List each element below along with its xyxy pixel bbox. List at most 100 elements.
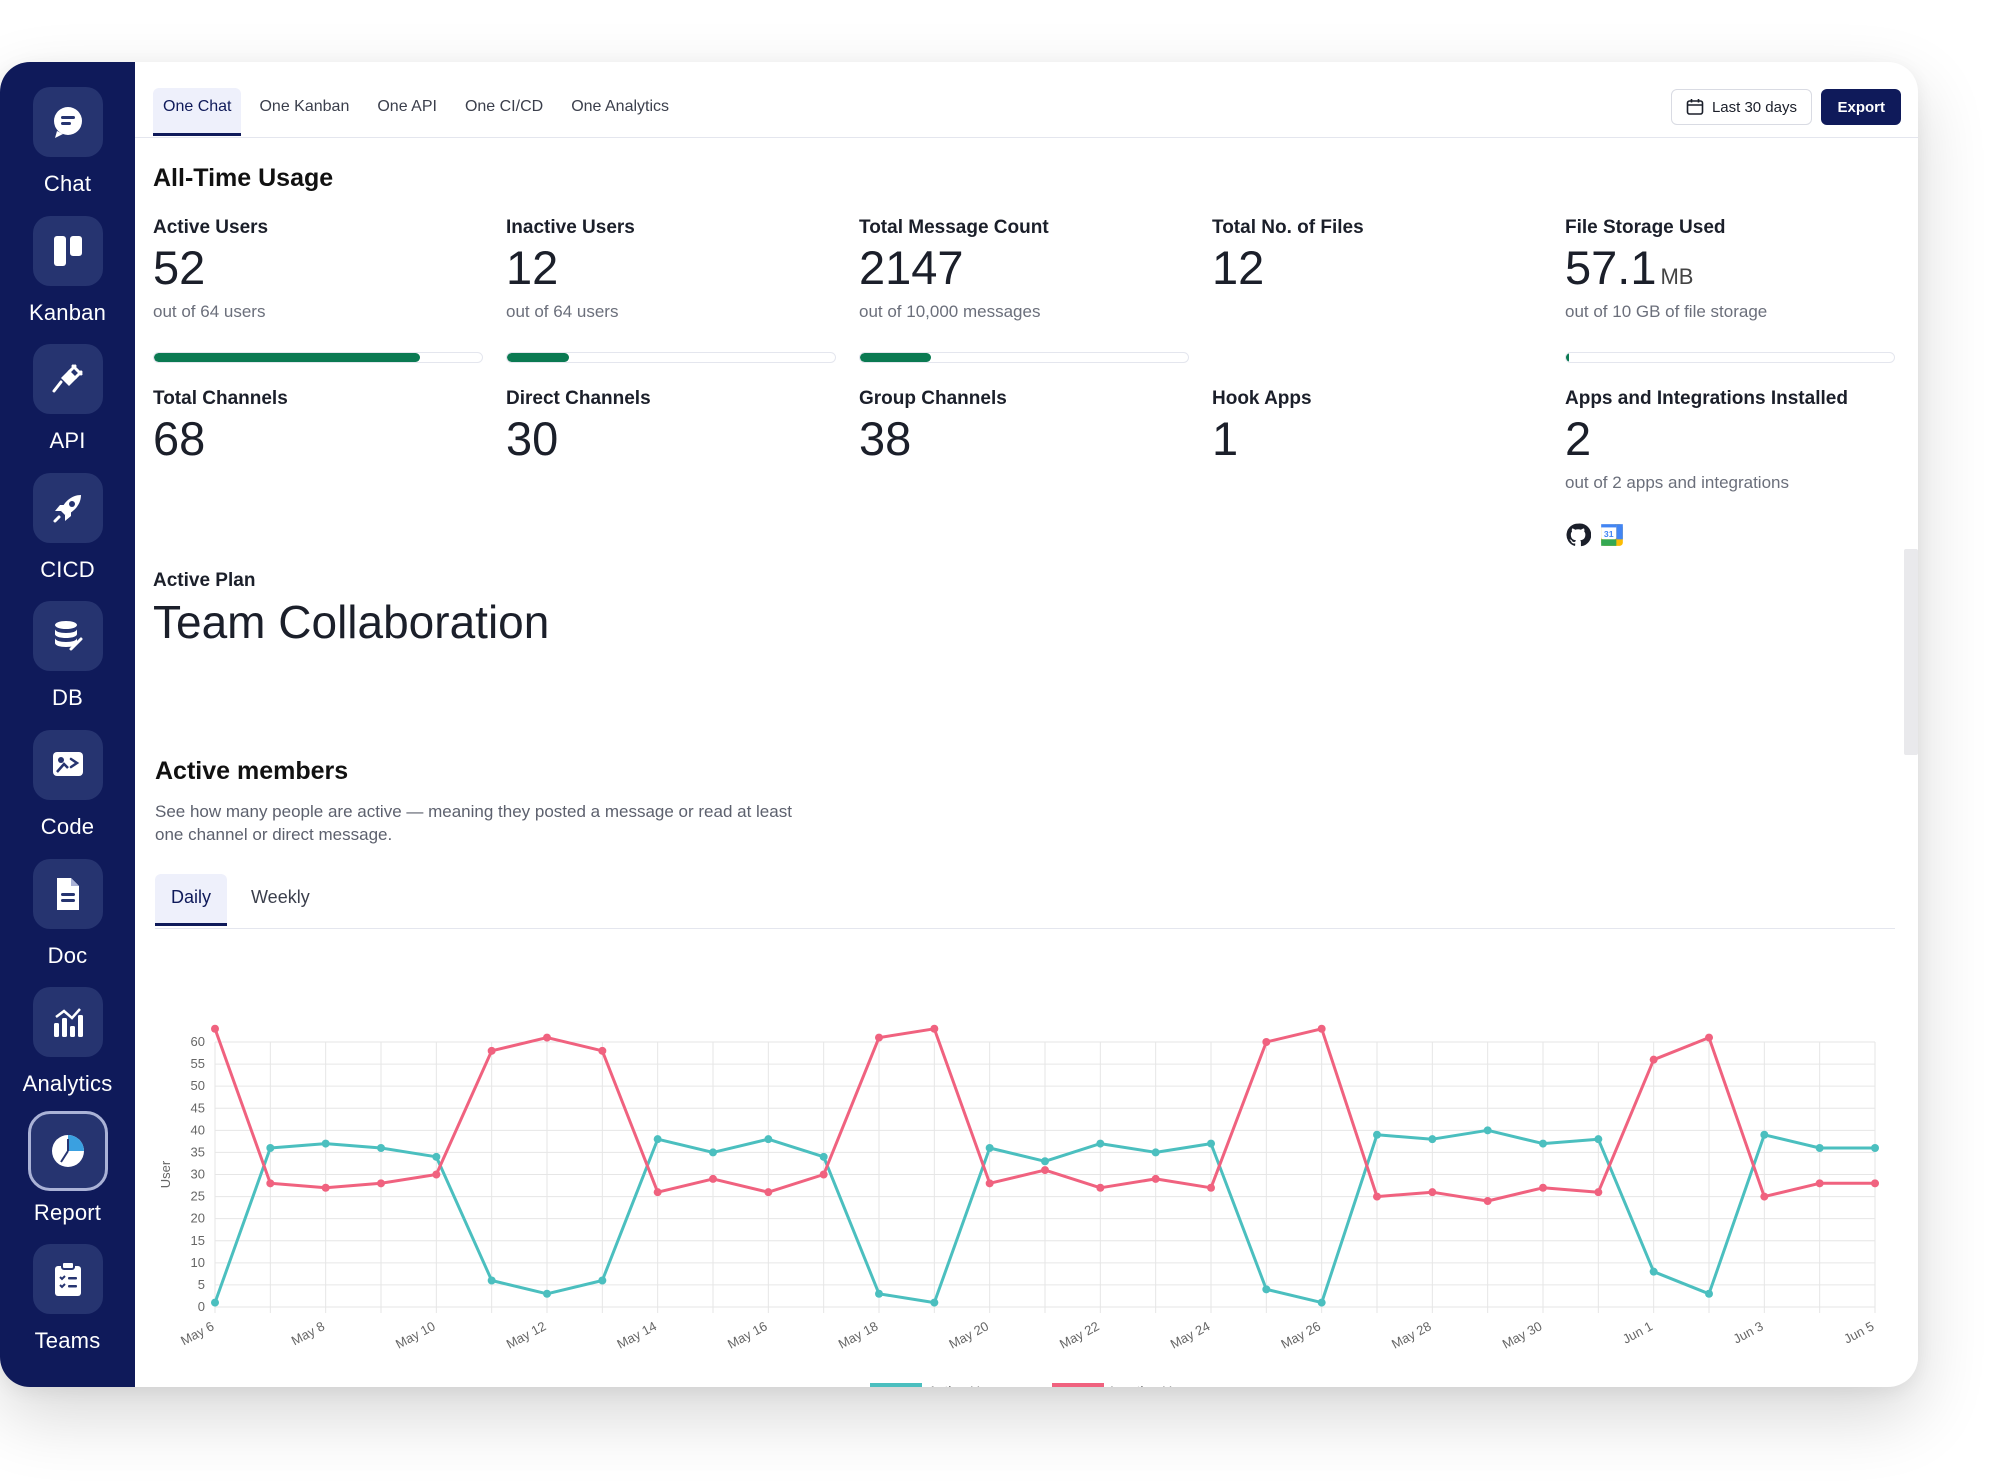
data-point: [1428, 1188, 1437, 1197]
y-axis-label: User: [158, 1160, 173, 1188]
sidebar-item-doc[interactable]: Doc: [0, 858, 135, 988]
y-tick-label: 50: [191, 1078, 205, 1093]
y-tick-label: 20: [191, 1211, 205, 1226]
x-tick-label: May 22: [1057, 1318, 1102, 1351]
stat-direct-channels: Direct Channels 30: [506, 388, 836, 463]
scrollbar-thumb[interactable]: [1904, 549, 1918, 755]
stat-value: 12: [506, 241, 559, 294]
sidebar-item-label: DB: [52, 685, 83, 711]
stat-value: 57.1: [1565, 241, 1657, 294]
stat-group-channels: Group Channels 38: [859, 388, 1189, 463]
data-point: [819, 1152, 828, 1161]
x-tick-label: May 10: [393, 1318, 438, 1351]
sidebar-item-api[interactable]: API: [0, 344, 135, 473]
x-tick-label: Jun 3: [1731, 1318, 1766, 1346]
tab-one-api[interactable]: One API: [377, 98, 437, 115]
chat-icon: [32, 87, 103, 157]
data-point: [1649, 1267, 1658, 1276]
x-tick-label: May 12: [504, 1318, 549, 1351]
stat-inactive-users: Inactive Users 12 out of 64 users: [506, 217, 836, 322]
tab-one-kanban[interactable]: One Kanban: [259, 98, 350, 115]
stat-apps-integrations: Apps and Integrations Installed 2 out of…: [1565, 388, 1895, 493]
message-count-progress: [859, 352, 1189, 363]
data-point: [1649, 1055, 1658, 1064]
data-point: [1871, 1179, 1879, 1188]
data-point: [377, 1179, 385, 1188]
data-point: [432, 1170, 441, 1179]
data-point: [266, 1179, 275, 1188]
tabs-divider: [155, 928, 1895, 929]
data-point: [321, 1183, 330, 1192]
data-point: [1262, 1038, 1271, 1046]
stat-unit: MB: [1660, 264, 1694, 289]
sidebar-item-code[interactable]: Code: [0, 729, 135, 859]
calendar-icon: [1686, 99, 1704, 115]
stat-hook-apps: Hook Apps 1: [1212, 388, 1542, 463]
stat-value: 52: [153, 241, 206, 294]
data-point: [487, 1046, 496, 1055]
sidebar-item-cicd[interactable]: CICD: [0, 472, 135, 602]
pie-chart-icon: [27, 1110, 108, 1191]
stat-label: Active Users: [153, 217, 269, 238]
data-point: [1539, 1183, 1547, 1192]
tab-one-chat[interactable]: One Chat: [153, 88, 242, 136]
x-tick-label: May 28: [1389, 1318, 1434, 1351]
tab-daily[interactable]: Daily: [155, 874, 228, 926]
sidebar-item-label: Doc: [47, 942, 88, 968]
sidebar: Chat Kanban API CICD DB: [0, 62, 135, 1387]
stat-value: 30: [506, 412, 559, 465]
stat-label: File Storage Used: [1565, 217, 1726, 238]
data-point: [1594, 1135, 1603, 1144]
data-point: [266, 1144, 275, 1152]
stat-label: Direct Channels: [506, 388, 651, 409]
installed-apps: 31: [1565, 522, 1625, 548]
y-tick-label: 10: [191, 1255, 205, 1270]
stat-value-wrap: 57.1 MB: [1565, 243, 1895, 292]
export-button[interactable]: Export: [1821, 89, 1901, 125]
sidebar-item-label: Teams: [34, 1328, 101, 1354]
stat-active-users: Active Users 52 out of 64 users: [153, 217, 483, 322]
data-point: [1815, 1144, 1824, 1152]
stat-value: 1: [1212, 412, 1239, 465]
sidebar-item-report[interactable]: Report: [0, 1110, 135, 1245]
tab-one-cicd[interactable]: One CI/CD: [464, 98, 544, 115]
tab-one-analytics[interactable]: One Analytics: [571, 98, 670, 115]
data-point: [377, 1144, 385, 1152]
x-tick-label: May 30: [1500, 1318, 1545, 1351]
sidebar-item-label: Analytics: [22, 1071, 113, 1097]
github-icon[interactable]: [1565, 522, 1591, 548]
data-point: [709, 1148, 717, 1157]
stat-sub: out of 2 apps and integrations: [1565, 473, 1789, 493]
usage-title: All-Time Usage: [153, 164, 334, 192]
data-point: [1705, 1289, 1713, 1298]
data-point: [211, 1024, 219, 1033]
tab-weekly[interactable]: Weekly: [251, 887, 310, 907]
google-calendar-icon[interactable]: 31: [1599, 522, 1625, 548]
data-point: [1151, 1174, 1160, 1183]
analytics-icon: [32, 987, 103, 1058]
stat-label: Apps and Integrations Installed: [1565, 388, 1848, 409]
stat-value: 38: [859, 412, 912, 465]
sidebar-item-db[interactable]: DB: [0, 601, 135, 730]
data-point: [1317, 1298, 1326, 1307]
progress-fill: [860, 353, 931, 362]
sidebar-item-kanban[interactable]: Kanban: [0, 215, 135, 345]
sidebar-item-analytics[interactable]: Analytics: [0, 987, 135, 1116]
data-point: [211, 1298, 219, 1307]
sidebar-item-chat[interactable]: Chat: [0, 87, 135, 216]
stat-sub: out of 64 users: [506, 302, 619, 322]
x-tick-label: May 24: [1168, 1318, 1213, 1351]
data-point: [930, 1024, 939, 1033]
data-point: [930, 1298, 939, 1307]
scrollbar-track[interactable]: [1904, 138, 1918, 1387]
legend-swatch: [1052, 1383, 1104, 1387]
data-point: [653, 1135, 662, 1144]
data-point: [1317, 1024, 1326, 1033]
legend-label: Active Users: [928, 1383, 1007, 1387]
stat-label: Total No. of Files: [1212, 217, 1364, 238]
data-point: [1760, 1130, 1769, 1139]
date-range-button[interactable]: Last 30 days: [1670, 89, 1812, 125]
stat-total-files: Total No. of Files 12: [1212, 217, 1542, 292]
data-point: [1207, 1139, 1215, 1148]
sidebar-item-teams[interactable]: Teams: [0, 1244, 135, 1373]
